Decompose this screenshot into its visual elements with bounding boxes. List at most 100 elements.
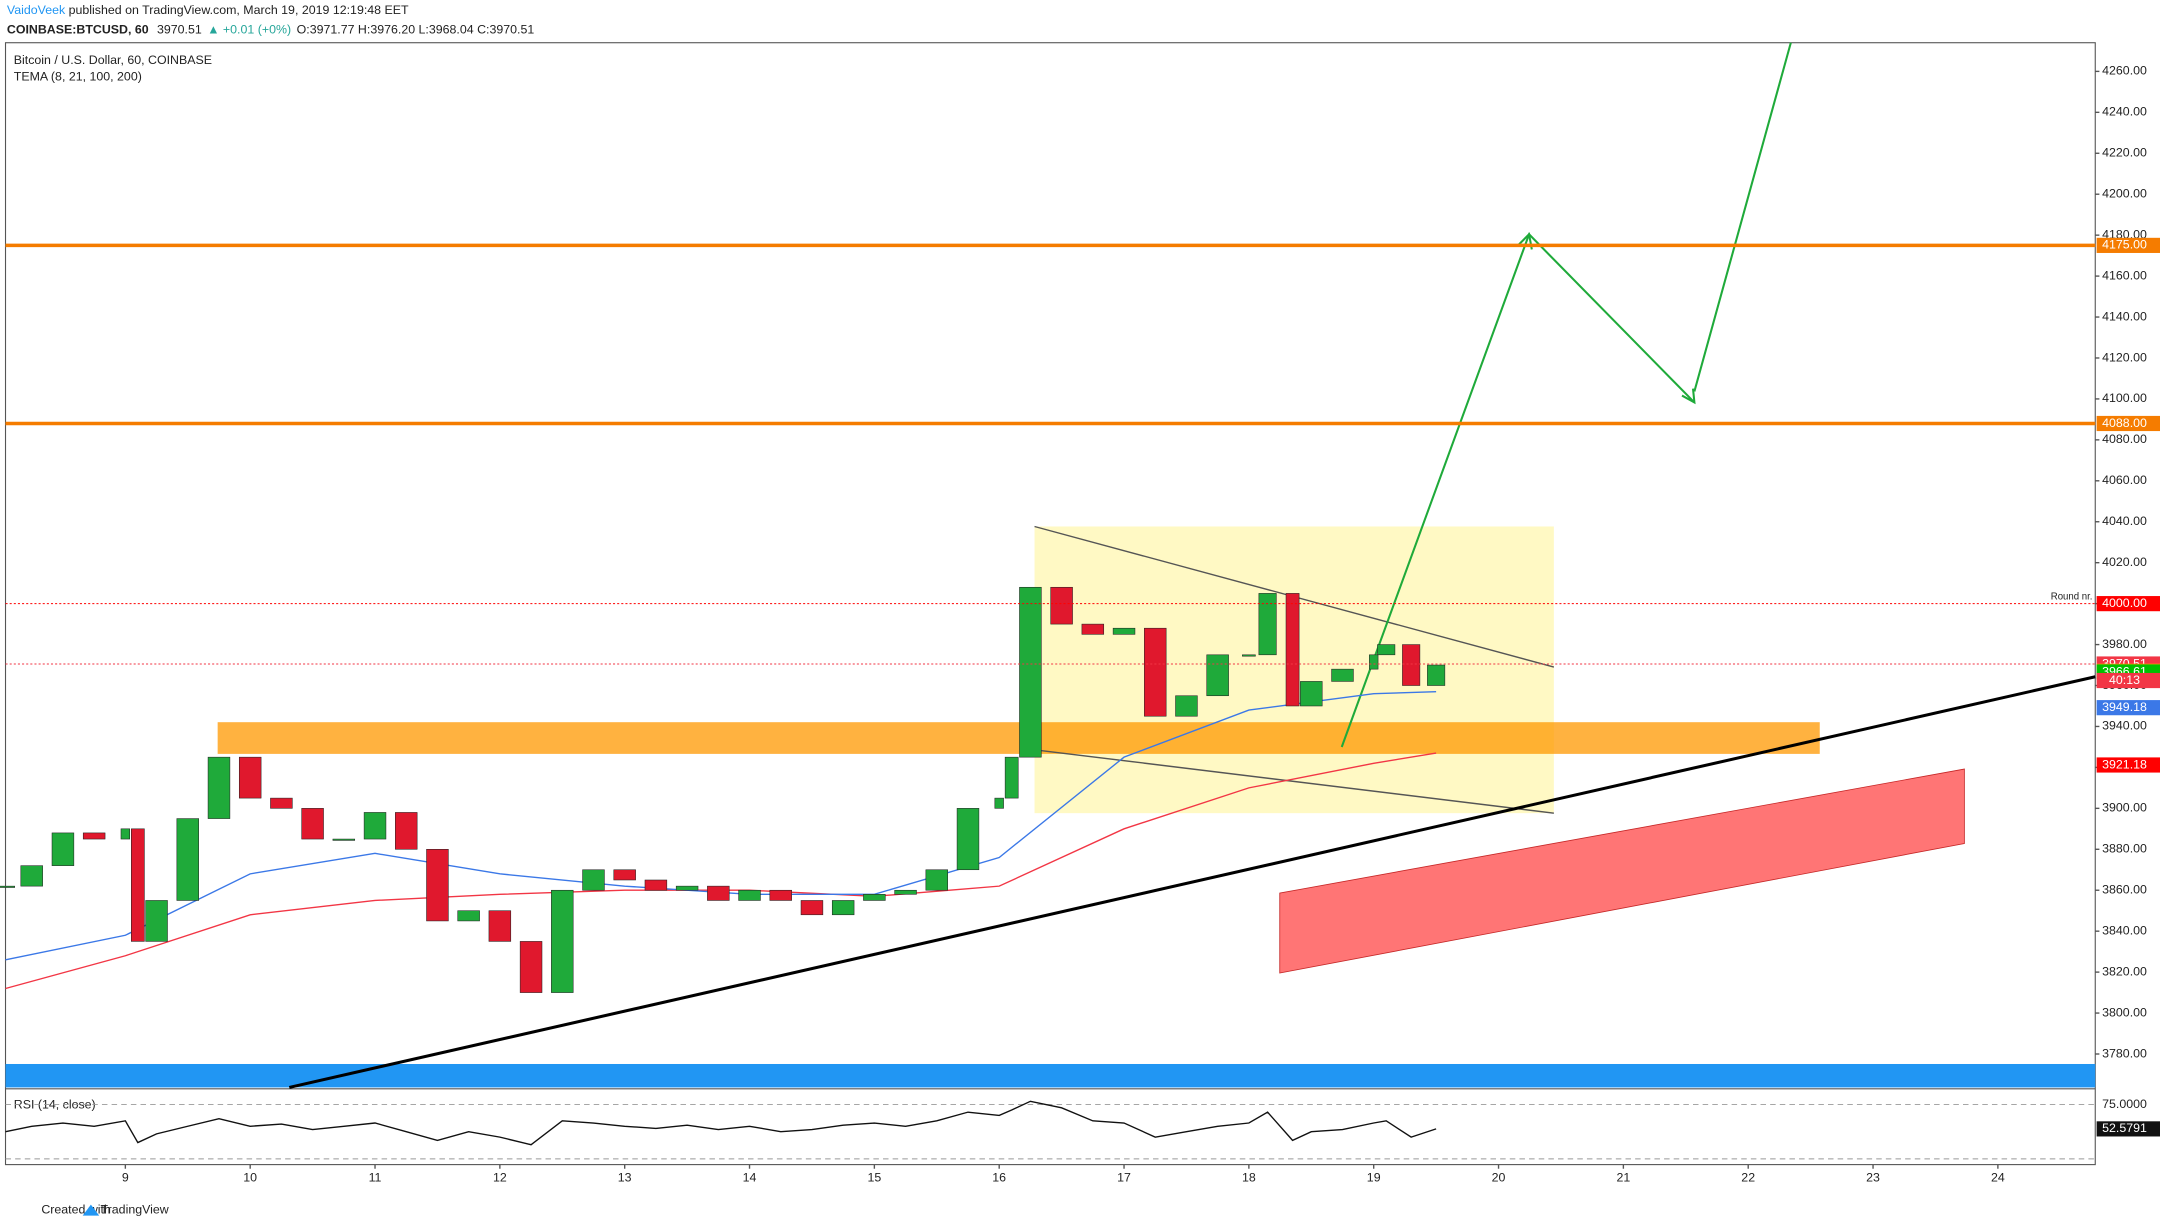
- y-tick-label: 4260.00: [2102, 64, 2147, 78]
- author[interactable]: VaidoVeek: [7, 3, 66, 17]
- y-tick-label: 3820.00: [2102, 964, 2147, 978]
- symbol-line: COINBASE:BTCUSD, 60 3970.51 ▲ +0.01 (+0%) O…: [7, 23, 534, 37]
- legend-indicator: TEMA (8, 21, 100, 200): [14, 69, 142, 83]
- x-tick-label: 9: [122, 1171, 129, 1185]
- candle: [519, 941, 543, 993]
- y-tick-label: 4100.00: [2102, 391, 2147, 405]
- y-tick-label: 3860.00: [2102, 883, 2147, 897]
- candle: [800, 900, 824, 916]
- x-tick-label: 22: [1741, 1171, 1755, 1185]
- candle: [1300, 681, 1323, 707]
- price-tag: [2096, 757, 2160, 773]
- candle: [1112, 627, 1136, 635]
- candle: [0, 885, 15, 888]
- candle: [395, 812, 418, 850]
- y-tick-label: 4200.00: [2102, 186, 2147, 200]
- x-tick-label: 13: [618, 1171, 632, 1185]
- candle: [51, 832, 75, 866]
- footer-brand[interactable]: TradingView: [101, 1202, 169, 1216]
- y-tick-label: 3840.00: [2102, 923, 2147, 937]
- rsi-tag-label: 52.5791: [2102, 1121, 2147, 1135]
- candle: [270, 797, 293, 809]
- x-tick-label: 11: [369, 1171, 382, 1185]
- price-tag-label: 3949.18: [2102, 700, 2147, 714]
- x-tick-label: 20: [1492, 1171, 1506, 1185]
- candle: [1144, 627, 1167, 717]
- candle: [994, 797, 1004, 809]
- rsi-line: [5, 1100, 1437, 1146]
- x-tick-label: 19: [1367, 1171, 1381, 1185]
- y-tick-label: 3800.00: [2102, 1005, 2147, 1019]
- change: ▲ +0.01 (+0%): [207, 23, 291, 37]
- published: published on TradingView.com, March 19, …: [65, 3, 409, 17]
- candle: [131, 828, 145, 942]
- candle: [1019, 586, 1042, 758]
- candle: [1427, 664, 1446, 686]
- candle: [831, 900, 855, 916]
- candle: [675, 885, 699, 891]
- y-tick-label: 4220.00: [2102, 146, 2147, 160]
- candle: [488, 910, 512, 942]
- last-price: 3970.51: [157, 23, 202, 37]
- x-tick-label: 21: [1616, 1171, 1630, 1185]
- candle: [20, 865, 43, 887]
- candle: [1050, 586, 1073, 625]
- x-tick-label: 23: [1866, 1171, 1880, 1185]
- x-tick-label: 14: [743, 1171, 757, 1185]
- candle: [769, 889, 792, 901]
- candle: [332, 838, 356, 841]
- candle: [1206, 654, 1229, 697]
- y-tick-label: 3940.00: [2102, 719, 2147, 733]
- candle: [1377, 644, 1396, 656]
- y-tick-label: 4020.00: [2102, 555, 2147, 569]
- legend-title: Bitcoin / U.S. Dollar, 60, COINBASE: [14, 53, 212, 67]
- candle: [582, 869, 605, 891]
- candle: [613, 869, 636, 881]
- rsi-tick-label: 75.0000: [2102, 1097, 2147, 1111]
- y-tick-label: 4080.00: [2102, 432, 2147, 446]
- candle: [863, 894, 886, 901]
- price-tag-label: 4000.00: [2102, 596, 2147, 610]
- symbol: COINBASE:BTCUSD, 60: [7, 23, 149, 37]
- candle: [894, 889, 917, 895]
- price-tag: [2096, 700, 2160, 716]
- trendline: [288, 675, 2096, 1089]
- y-tick-label: 4160.00: [2102, 268, 2147, 282]
- x-tick-label: 17: [1117, 1171, 1131, 1185]
- logo: [82, 1204, 100, 1216]
- x-tick-label: 16: [992, 1171, 1006, 1185]
- candle: [1402, 644, 1421, 686]
- countdown: 40:13: [2109, 673, 2140, 687]
- x-tick-label: 15: [867, 1171, 881, 1185]
- candle: [925, 869, 948, 891]
- y-tick-label: 3980.00: [2102, 637, 2147, 651]
- candle: [363, 812, 387, 840]
- candle: [176, 818, 199, 901]
- candle: [1285, 593, 1300, 707]
- price-tag-label: 3921.18: [2102, 757, 2147, 771]
- countdown-tag: [2096, 672, 2160, 689]
- candle: [956, 808, 980, 871]
- candle: [1004, 756, 1019, 799]
- y-tick-label: 3900.00: [2102, 801, 2147, 815]
- x-tick-label: 10: [243, 1171, 257, 1185]
- y-tick-label: 4240.00: [2102, 105, 2147, 119]
- ohlc: O:3971.77 H:3976.20 L:3968.04 C:3970.51: [297, 23, 535, 37]
- y-tick-label: 4060.00: [2102, 473, 2147, 487]
- candle: [1331, 668, 1354, 682]
- price-tag-label: 4088.00: [2102, 416, 2147, 430]
- y-tick-label: 4040.00: [2102, 514, 2147, 528]
- candle: [238, 756, 262, 799]
- candle: [120, 828, 130, 840]
- x-tick-label: 12: [493, 1171, 507, 1185]
- annotation: Round nr.: [2051, 591, 2093, 602]
- candle: [426, 849, 449, 922]
- candle: [707, 885, 730, 901]
- candle: [457, 910, 480, 922]
- x-tick-label: 24: [1991, 1171, 2005, 1185]
- candle: [738, 889, 761, 901]
- support-band: [5, 1063, 2096, 1088]
- y-tick-label: 4140.00: [2102, 309, 2147, 323]
